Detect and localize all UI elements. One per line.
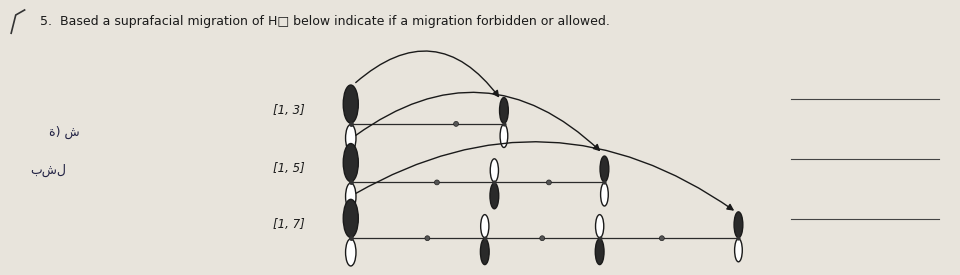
Text: [1, 5]: [1, 5] — [273, 162, 304, 175]
FancyArrowPatch shape — [356, 51, 498, 97]
Ellipse shape — [734, 212, 743, 238]
Ellipse shape — [346, 239, 356, 266]
Ellipse shape — [595, 239, 604, 265]
Ellipse shape — [600, 156, 609, 182]
Ellipse shape — [454, 122, 459, 126]
Ellipse shape — [546, 180, 551, 185]
Text: [1, 7]: [1, 7] — [273, 218, 304, 231]
Ellipse shape — [595, 214, 604, 238]
Ellipse shape — [425, 236, 430, 241]
Ellipse shape — [346, 124, 356, 152]
Ellipse shape — [491, 159, 498, 182]
Ellipse shape — [481, 214, 489, 238]
Ellipse shape — [344, 199, 358, 237]
FancyArrowPatch shape — [356, 92, 599, 150]
Text: [1, 3]: [1, 3] — [273, 104, 304, 117]
Ellipse shape — [540, 236, 544, 241]
Text: بشل: بشل — [30, 164, 66, 177]
Ellipse shape — [344, 144, 358, 182]
Ellipse shape — [344, 85, 358, 123]
Ellipse shape — [346, 183, 356, 210]
Ellipse shape — [490, 183, 499, 209]
Text: ة) ش: ة) ش — [49, 125, 80, 139]
Text: 5.  Based a suprafacial migration of H□ below indicate if a migration forbidden : 5. Based a suprafacial migration of H□ b… — [39, 15, 610, 28]
Ellipse shape — [500, 124, 508, 147]
FancyArrowPatch shape — [356, 142, 733, 210]
Ellipse shape — [480, 239, 490, 265]
Ellipse shape — [660, 236, 664, 241]
Ellipse shape — [435, 180, 440, 185]
Ellipse shape — [601, 183, 609, 206]
Ellipse shape — [734, 239, 742, 262]
Ellipse shape — [499, 98, 508, 123]
